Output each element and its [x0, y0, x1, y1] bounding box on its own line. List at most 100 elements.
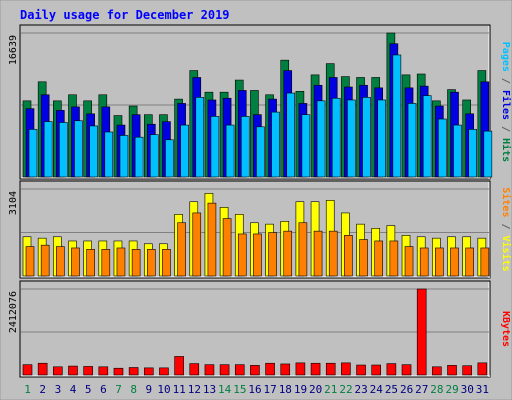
- day-label-29: 29: [445, 383, 458, 396]
- bar-pages-day-18: [286, 92, 296, 178]
- day-label-4: 4: [70, 383, 77, 396]
- bar-pages-day-19: [301, 114, 311, 178]
- panel-hits_files_pages: 16639 Pages / Files / Hits: [8, 24, 512, 180]
- bar-sites-day-14: [222, 218, 232, 277]
- bar-sites-day-15: [237, 233, 247, 277]
- panels-group: 16639 Pages / Files / Hits 3104 Sites / Vis…: [8, 24, 512, 378]
- bar-kbytes-day-14: [219, 364, 230, 376]
- day-labels-group: 1 2 3 4 5 6 7 8 9 10 11 12 13 14 15 16 17 18 19 20 21 22 23 24 2…: [24, 383, 489, 396]
- bar-sites-day-11: [177, 222, 186, 277]
- legend-part: Sites: [500, 187, 512, 217]
- bar-pages-day-29: [453, 124, 462, 178]
- bar-kbytes-day-20: [310, 362, 321, 376]
- bar-pages-day-14: [225, 124, 235, 178]
- bar-kbytes-day-21: [325, 362, 336, 376]
- bar-kbytes-day-17: [265, 362, 275, 376]
- bar-sites-day-12: [192, 212, 202, 277]
- bar-kbytes-day-29: [447, 365, 457, 376]
- y-max-label: 16639: [8, 35, 19, 65]
- chart-title: Daily usage for December 2019: [20, 8, 230, 22]
- day-label-8: 8: [130, 383, 137, 396]
- bar-pages-day-13: [210, 116, 220, 178]
- bar-pages-day-15: [240, 116, 250, 178]
- bar-pages-day-4: [74, 120, 83, 178]
- bar-kbytes-day-22: [341, 362, 351, 376]
- panel-legend-label: Sites / Visits: [500, 187, 512, 271]
- day-label-20: 20: [309, 383, 322, 396]
- bar-kbytes-day-28: [432, 366, 442, 376]
- day-label-25: 25: [385, 383, 398, 396]
- bar-kbytes-day-24: [371, 364, 382, 376]
- bar-sites-day-20: [313, 230, 323, 277]
- day-label-9: 9: [146, 383, 153, 396]
- bar-sites-day-17: [268, 232, 277, 277]
- day-label-23: 23: [355, 383, 368, 396]
- bar-pages-day-24: [377, 99, 387, 178]
- panel-kbytes: 2412076 KBytes: [8, 280, 511, 378]
- bar-kbytes-day-31: [477, 362, 488, 376]
- bar-kbytes-day-27: [416, 288, 427, 376]
- bar-kbytes-day-12: [189, 363, 200, 376]
- day-label-14: 14: [218, 383, 232, 396]
- bar-kbytes-day-30: [462, 365, 472, 376]
- bar-sites-day-6: [101, 249, 111, 277]
- bar-sites-day-10: [162, 249, 171, 277]
- bar-sites-day-8: [131, 249, 141, 277]
- bar-pages-day-10: [165, 139, 174, 178]
- day-label-22: 22: [339, 383, 352, 396]
- bar-sites-day-24: [374, 240, 384, 277]
- bar-kbytes-day-11: [174, 356, 184, 376]
- bar-kbytes-day-26: [401, 364, 412, 376]
- bar-sites-day-25: [389, 240, 399, 277]
- legend-part: /: [500, 120, 511, 138]
- bar-kbytes-day-16: [250, 365, 260, 376]
- bar-sites-day-16: [253, 233, 262, 277]
- panel-legend-label: KBytes: [500, 311, 511, 347]
- panel-legend-label: Pages / Files / Hits: [500, 42, 512, 162]
- bar-sites-day-5: [86, 249, 95, 277]
- day-label-18: 18: [279, 383, 292, 396]
- bar-sites-day-1: [25, 246, 35, 277]
- bar-sites-day-4: [71, 247, 80, 277]
- bar-pages-day-3: [59, 122, 68, 178]
- bar-sites-day-22: [344, 235, 353, 277]
- day-label-11: 11: [173, 383, 186, 396]
- day-label-17: 17: [264, 383, 277, 396]
- legend-part: Visits: [500, 236, 512, 272]
- day-label-6: 6: [100, 383, 107, 396]
- day-label-12: 12: [188, 383, 201, 396]
- bar-pages-day-11: [180, 124, 189, 178]
- bar-pages-day-31: [483, 130, 493, 178]
- legend-part: Hits: [500, 138, 512, 162]
- bar-sites-day-26: [404, 246, 414, 277]
- day-label-19: 19: [294, 383, 307, 396]
- bar-sites-day-28: [435, 247, 444, 277]
- bar-pages-day-6: [104, 131, 114, 178]
- bar-sites-day-3: [56, 246, 65, 277]
- day-label-2: 2: [39, 383, 46, 396]
- legend-part: /: [500, 217, 511, 235]
- bar-pages-day-5: [89, 125, 98, 178]
- bar-pages-day-7: [119, 135, 129, 178]
- day-label-31: 31: [476, 383, 489, 396]
- bar-kbytes-day-13: [204, 364, 215, 376]
- day-label-21: 21: [324, 383, 337, 396]
- bar-pages-day-22: [347, 99, 356, 178]
- bar-sites-day-31: [480, 247, 490, 277]
- day-label-5: 5: [85, 383, 92, 396]
- bar-pages-day-26: [407, 103, 417, 178]
- day-label-10: 10: [157, 383, 170, 396]
- bar-pages-day-1: [28, 129, 38, 178]
- day-label-1: 1: [24, 383, 31, 396]
- bar-pages-day-27: [422, 95, 432, 178]
- bar-pages-day-30: [468, 129, 477, 178]
- bar-pages-day-16: [256, 126, 265, 178]
- bar-kbytes-day-19: [295, 362, 306, 376]
- bar-sites-day-2: [40, 244, 50, 277]
- bar-pages-day-2: [43, 121, 53, 178]
- bar-kbytes-day-6: [98, 366, 109, 376]
- day-label-7: 7: [115, 383, 122, 396]
- bar-pages-day-25: [392, 54, 402, 178]
- legend-part: KBytes: [500, 311, 511, 347]
- bar-sites-day-29: [450, 247, 459, 277]
